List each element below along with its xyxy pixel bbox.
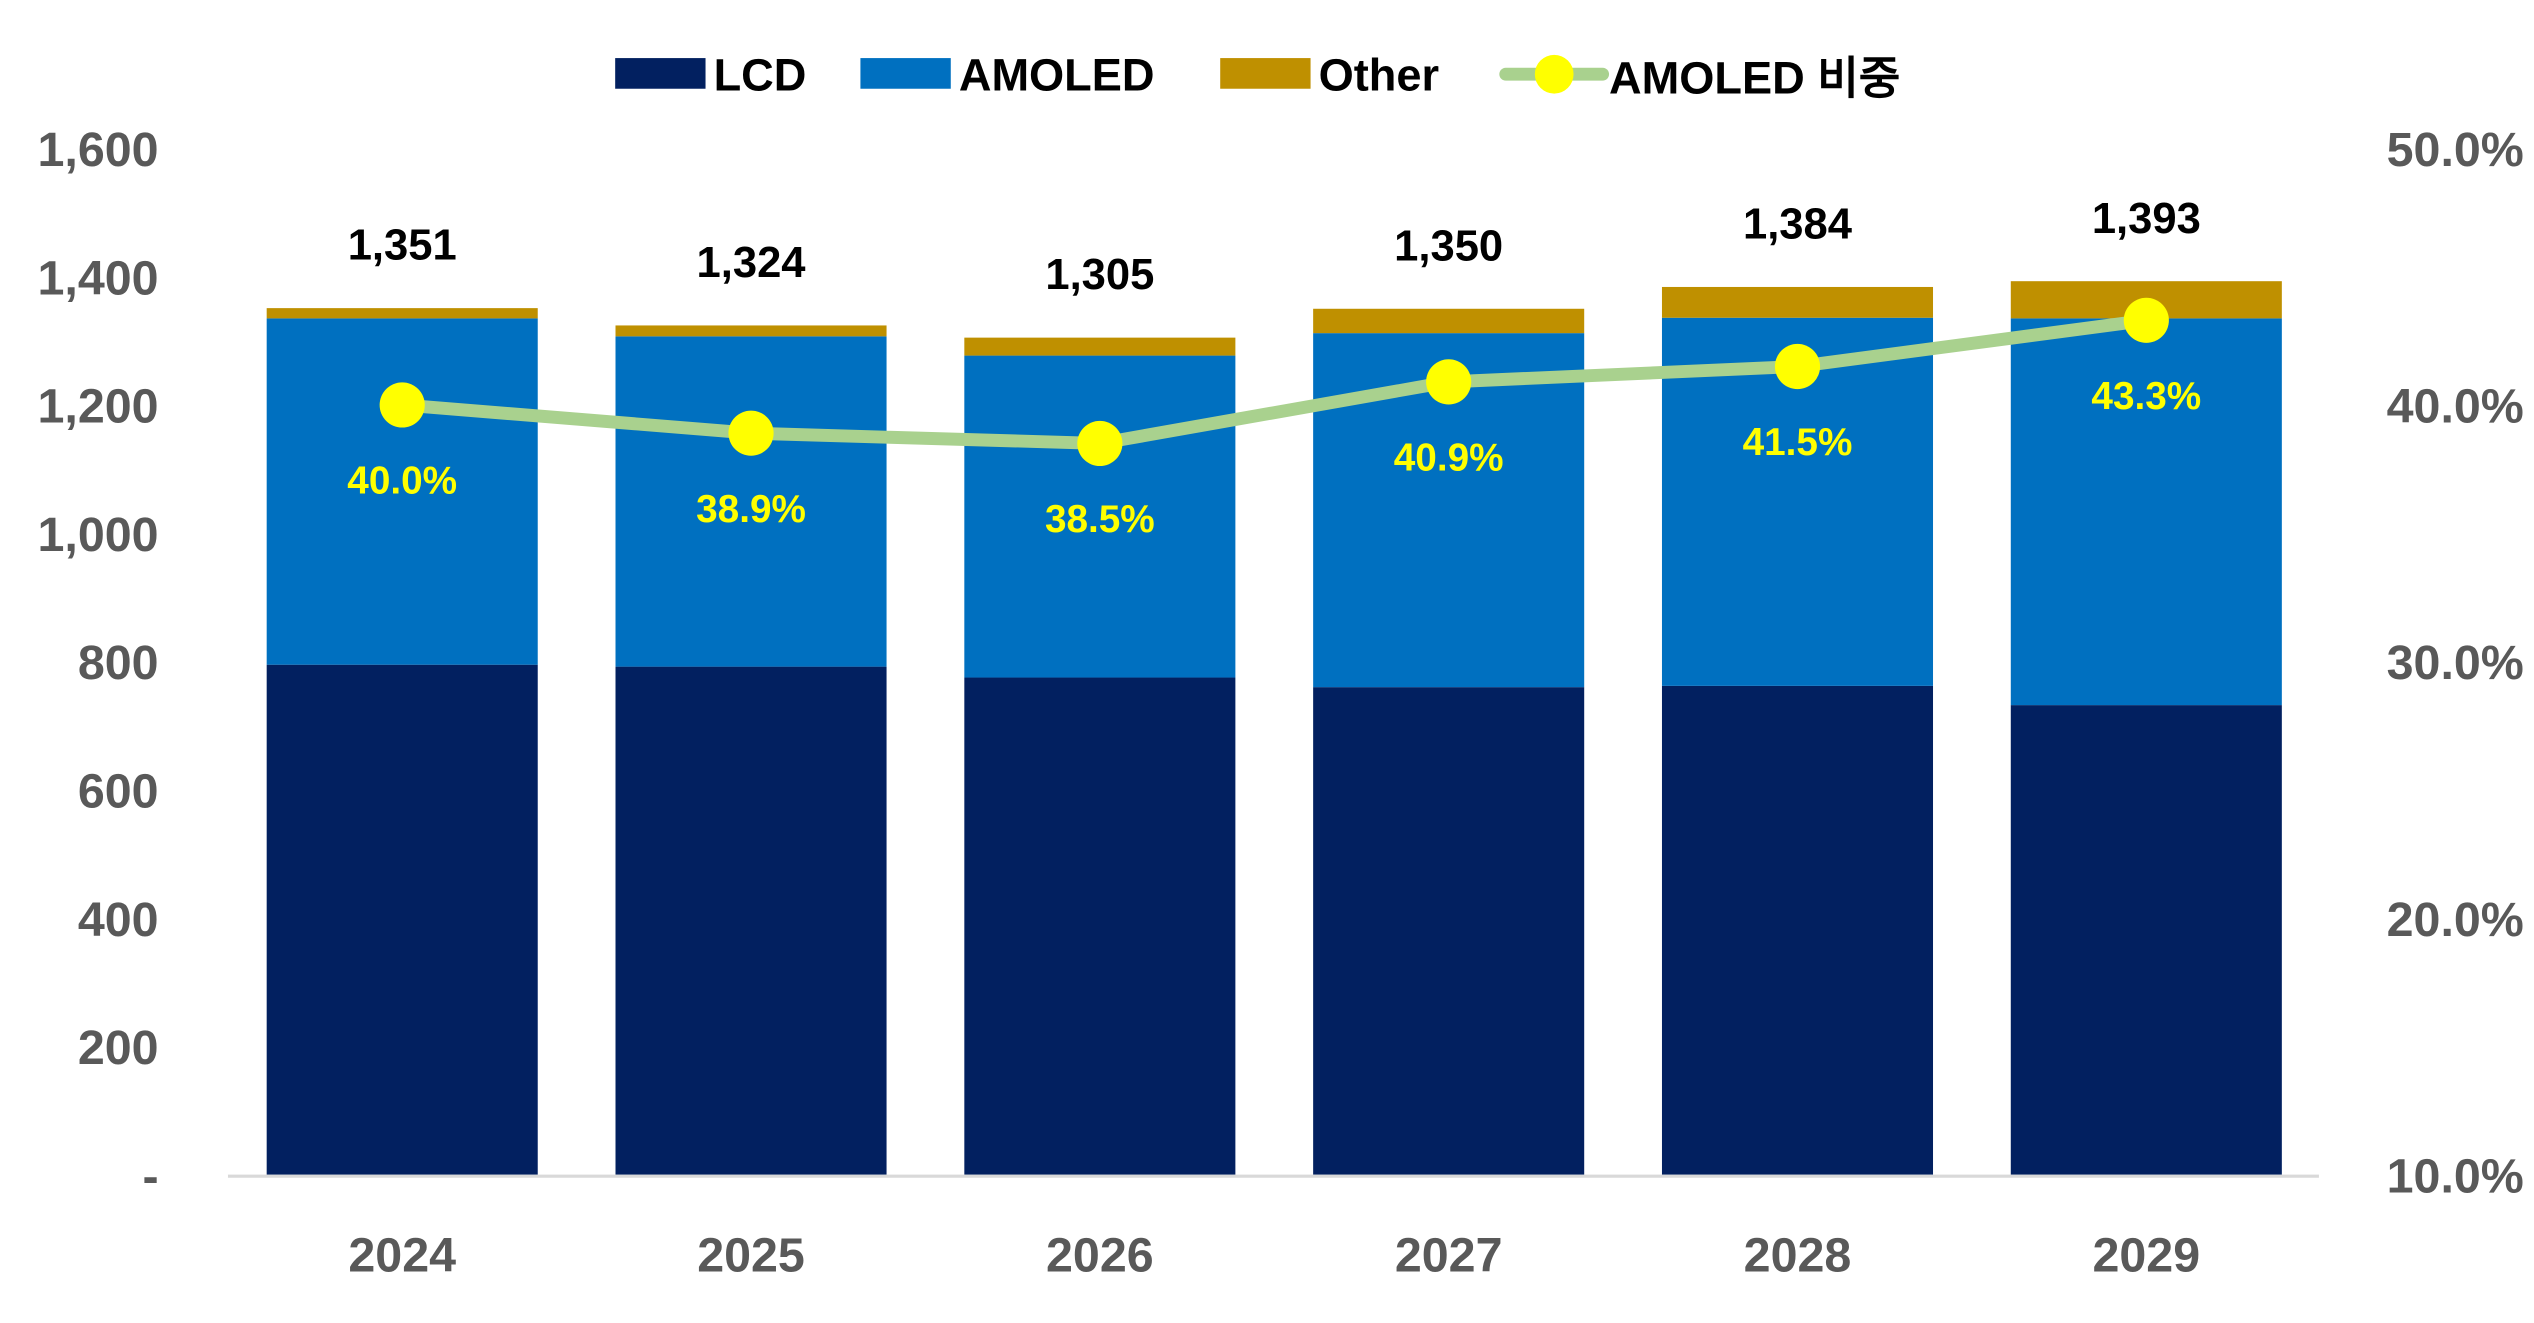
y-tick-label: 800 (78, 636, 159, 690)
bar-amoled-2029 (2010, 318, 2282, 706)
amoled-share-marker-2027 (1426, 359, 1472, 405)
total-label: 1,393 (2092, 195, 2201, 243)
legend-label-lcd: LCD (714, 49, 807, 100)
amoled-share-marker-2029 (2123, 297, 2169, 343)
bar-amoled-2025 (615, 336, 887, 667)
bar-amoled-2024 (266, 318, 538, 665)
amoled-share-label: 41.5% (1743, 421, 1853, 464)
data-labels: 1,351 1,324 1,305 1,350 1,384 1,393 40.0% 38.9%… (347, 195, 2201, 541)
amoled-share-marker-2025 (728, 410, 774, 456)
x-tick-label: 2025 (697, 1228, 805, 1282)
bar-other-2024 (266, 308, 538, 319)
bar-other-2027 (1313, 308, 1585, 334)
total-label: 1,305 (1045, 251, 1154, 299)
amoled-share-marker-2024 (379, 382, 425, 428)
left-y-axis: - 200 400 600 800 1,000 1,200 1,400 1,600 (37, 123, 158, 1203)
amoled-share-label: 43.3% (2091, 375, 2201, 418)
bar-lcd-2024 (266, 664, 538, 1175)
bar-lcd-2027 (1313, 687, 1585, 1175)
y2-tick-label: 10.0% (2387, 1149, 2524, 1203)
right-y-axis: 10.0% 20.0% 30.0% 40.0% 50.0% (2387, 123, 2524, 1203)
amoled-share-label: 40.9% (1394, 437, 1504, 480)
legend-label-amoled-share: AMOLED 비중 (1609, 53, 1900, 104)
x-tick-label: 2029 (2092, 1228, 2200, 1282)
total-label: 1,351 (348, 222, 457, 270)
amoled-share-polyline (401, 313, 2148, 450)
amoled-share-line (379, 297, 2169, 467)
bar-lcd-2025 (615, 666, 887, 1175)
legend-label-amoled: AMOLED (959, 49, 1155, 100)
y-tick-label: 1,200 (37, 380, 158, 434)
amoled-share-marker-2028 (1774, 343, 1821, 390)
amoled-share-label: 38.9% (696, 488, 806, 531)
bars (266, 281, 2282, 1175)
x-axis: 2024 2025 2026 2027 2028 2029 (348, 1228, 2200, 1282)
amoled-share-marker-2026 (1077, 420, 1123, 467)
legend-swatch-amoled (860, 58, 951, 89)
bar-other-2028 (1661, 286, 1934, 318)
x-tick-label: 2024 (348, 1228, 456, 1282)
total-label: 1,350 (1394, 222, 1503, 270)
y-tick-label: - (142, 1149, 158, 1203)
bar-lcd-2028 (1661, 685, 1934, 1175)
legend-marker-swatch (1534, 54, 1574, 94)
bar-amoled-2026 (964, 355, 1236, 678)
y2-tick-label: 30.0% (2387, 636, 2524, 690)
bar-other-2026 (964, 337, 1236, 356)
y-tick-label: 200 (78, 1021, 159, 1075)
y-tick-label: 1,400 (37, 251, 158, 305)
bar-lcd-2029 (2010, 705, 2282, 1175)
x-tick-label: 2027 (1395, 1228, 1503, 1282)
amoled-share-label: 40.0% (347, 460, 457, 503)
total-label: 1,324 (697, 239, 806, 287)
x-tick-label: 2028 (1744, 1228, 1852, 1282)
y-tick-label: 1,600 (37, 123, 158, 177)
amoled-share-label: 38.5% (1045, 498, 1155, 541)
y-tick-label: 600 (78, 765, 159, 819)
legend-swatch-other (1220, 58, 1311, 89)
y2-tick-label: 50.0% (2387, 123, 2524, 177)
x-tick-label: 2026 (1046, 1228, 1154, 1282)
legend-label-other: Other (1319, 49, 1439, 100)
y-tick-label: 400 (78, 893, 159, 947)
bar-other-2025 (615, 325, 887, 337)
legend-swatch-lcd (615, 58, 706, 89)
bar-lcd-2026 (964, 677, 1236, 1175)
total-label: 1,384 (1743, 201, 1852, 249)
y2-tick-label: 40.0% (2387, 380, 2524, 434)
y2-tick-label: 20.0% (2387, 893, 2524, 947)
y-tick-label: 1,000 (37, 508, 158, 562)
legend: LCD AMOLED Other AMOLED 비중 (615, 49, 1900, 104)
